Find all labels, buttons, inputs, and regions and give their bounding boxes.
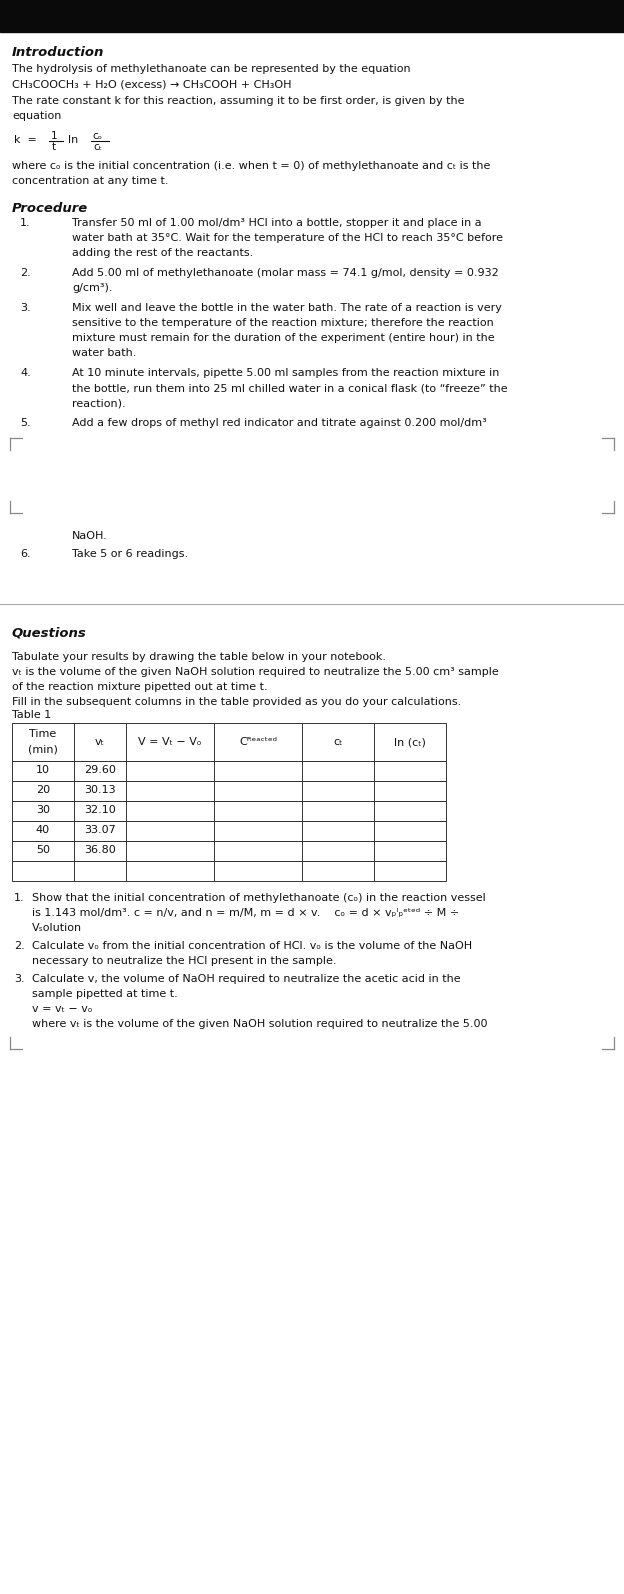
Text: Take 5 or 6 readings.: Take 5 or 6 readings.	[72, 548, 188, 559]
Text: 33.07: 33.07	[84, 826, 116, 835]
Bar	[12, 781, 446, 802]
Text: concentration at any time t.: concentration at any time t.	[12, 175, 168, 186]
Text: ln: ln	[68, 135, 78, 145]
Text: 3.: 3.	[20, 303, 31, 312]
Text: 32.10: 32.10	[84, 805, 116, 815]
Text: 29.60: 29.60	[84, 765, 116, 775]
Text: cₜ: cₜ	[333, 736, 343, 748]
Text: 2.: 2.	[14, 940, 25, 952]
Text: (min): (min)	[28, 744, 58, 754]
Bar	[0, 0, 624, 32]
Text: water bath at 35°C. Wait for the temperature of the HCl to reach 35°C before: water bath at 35°C. Wait for the tempera…	[72, 233, 503, 242]
Bar	[12, 842, 446, 861]
Text: Cᴿᵉᵃᶜᵗᵉᵈ: Cᴿᵉᵃᶜᵗᵉᵈ	[239, 736, 277, 748]
Text: g/cm³).: g/cm³).	[72, 284, 112, 293]
Text: Table 1: Table 1	[12, 709, 51, 720]
Text: At 10 minute intervals, pipette 5.00 ml samples from the reaction mixture in: At 10 minute intervals, pipette 5.00 ml …	[72, 368, 499, 378]
Text: CH₃COOCH₃ + H₂O (excess) → CH₃COOH + CH₃OH: CH₃COOCH₃ + H₂O (excess) → CH₃COOH + CH₃…	[12, 80, 291, 89]
Text: V = Vₜ − Vₒ: V = Vₜ − Vₒ	[139, 736, 202, 748]
Text: 1.: 1.	[20, 218, 31, 228]
Text: Time: Time	[29, 728, 57, 740]
Text: is 1.143 mol/dm³. c = n/v, and n = m/M, m = d × v.    cₒ = d × vₚᴵₚᵉᵗᵉᵈ ÷ M ÷: is 1.143 mol/dm³. c = n/v, and n = m/M, …	[32, 909, 459, 918]
Text: 30.13: 30.13	[84, 784, 116, 795]
Text: equation: equation	[12, 112, 61, 121]
Text: vₜ: vₜ	[95, 736, 105, 748]
Text: the bottle, run them into 25 ml chilled water in a conical flask (to “freeze” th: the bottle, run them into 25 ml chilled …	[72, 383, 508, 394]
Bar	[12, 760, 446, 781]
Text: 36.80: 36.80	[84, 845, 116, 854]
Text: 2.: 2.	[20, 268, 31, 277]
Bar	[12, 821, 446, 842]
Text: Fill in the subsequent columns in the table provided as you do your calculations: Fill in the subsequent columns in the ta…	[12, 697, 461, 708]
Text: Tabulate your results by drawing the table below in your notebook.: Tabulate your results by drawing the tab…	[12, 652, 386, 662]
Text: Show that the initial concentration of methylethanoate (cₒ) in the reaction vess: Show that the initial concentration of m…	[32, 893, 485, 902]
Bar	[12, 802, 446, 821]
Text: The hydrolysis of methylethanoate can be represented by the equation: The hydrolysis of methylethanoate can be…	[12, 64, 411, 73]
Text: 40: 40	[36, 826, 50, 835]
Text: where cₒ is the initial concentration (i.e. when t = 0) of methylethanoate and c: where cₒ is the initial concentration (i…	[12, 161, 490, 171]
Text: 6.: 6.	[20, 548, 31, 559]
Text: Calculate vₒ from the initial concentration of HCl. vₒ is the volume of the NaOH: Calculate vₒ from the initial concentrat…	[32, 940, 472, 952]
Text: ln (cₜ): ln (cₜ)	[394, 736, 426, 748]
Text: 50: 50	[36, 845, 50, 854]
Text: where vₜ is the volume of the given NaOH solution required to neutralize the 5.0: where vₜ is the volume of the given NaOH…	[32, 1019, 487, 1030]
Text: t: t	[52, 142, 56, 151]
Text: 30: 30	[36, 805, 50, 815]
Text: 1.: 1.	[14, 893, 24, 902]
Text: Procedure: Procedure	[12, 202, 88, 215]
Text: Vₛolution: Vₛolution	[32, 923, 82, 932]
Text: cₜ: cₜ	[93, 142, 102, 151]
Text: Introduction: Introduction	[12, 46, 104, 59]
Text: vₜ is the volume of the given NaOH solution required to neutralize the 5.00 cm³ : vₜ is the volume of the given NaOH solut…	[12, 666, 499, 677]
Text: sample pipetted at time t.: sample pipetted at time t.	[32, 988, 178, 999]
Text: v = vₜ − vₒ: v = vₜ − vₒ	[32, 1004, 92, 1014]
Text: Mix well and leave the bottle in the water bath. The rate of a reaction is very: Mix well and leave the bottle in the wat…	[72, 303, 502, 312]
Text: 10: 10	[36, 765, 50, 775]
Text: 1: 1	[51, 131, 57, 140]
Text: NaOH.: NaOH.	[72, 531, 108, 540]
Text: k  =: k =	[14, 135, 37, 145]
Text: adding the rest of the reactants.: adding the rest of the reactants.	[72, 249, 253, 258]
Text: 5.: 5.	[20, 418, 31, 429]
Bar	[12, 724, 446, 760]
Text: Add a few drops of methyl red indicator and titrate against 0.200 mol/dm³: Add a few drops of methyl red indicator …	[72, 418, 487, 429]
Text: 3.: 3.	[14, 974, 24, 983]
Text: Add 5.00 ml of methylethanoate (molar mass = 74.1 g/mol, density = 0.932: Add 5.00 ml of methylethanoate (molar ma…	[72, 268, 499, 277]
Text: cₒ: cₒ	[92, 131, 102, 140]
Text: reaction).: reaction).	[72, 398, 125, 408]
Text: The rate constant k for this reaction, assuming it to be first order, is given b: The rate constant k for this reaction, a…	[12, 96, 464, 105]
Text: sensitive to the temperature of the reaction mixture; therefore the reaction: sensitive to the temperature of the reac…	[72, 317, 494, 328]
Text: 20: 20	[36, 784, 50, 795]
Text: mixture must remain for the duration of the experiment (entire hour) in the: mixture must remain for the duration of …	[72, 333, 495, 343]
Bar	[12, 861, 446, 881]
Text: 4.: 4.	[20, 368, 31, 378]
Text: Transfer 50 ml of 1.00 mol/dm³ HCl into a bottle, stopper it and place in a: Transfer 50 ml of 1.00 mol/dm³ HCl into …	[72, 218, 482, 228]
Text: of the reaction mixture pipetted out at time t.: of the reaction mixture pipetted out at …	[12, 682, 268, 692]
Text: Calculate v, the volume of NaOH required to neutralize the acetic acid in the: Calculate v, the volume of NaOH required…	[32, 974, 461, 983]
Text: necessary to neutralize the HCl present in the sample.: necessary to neutralize the HCl present …	[32, 956, 336, 966]
Text: Questions: Questions	[12, 626, 87, 639]
Text: water bath.: water bath.	[72, 347, 137, 359]
